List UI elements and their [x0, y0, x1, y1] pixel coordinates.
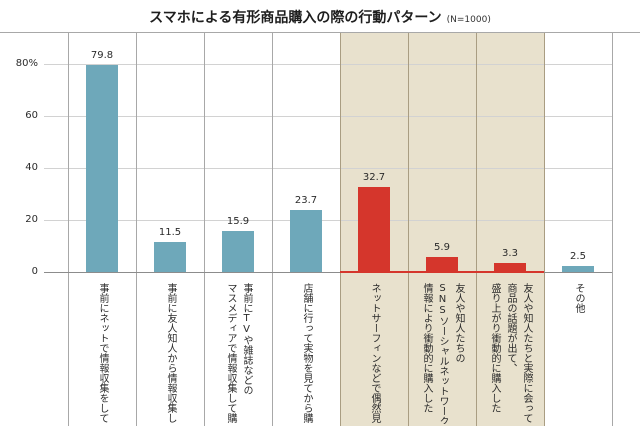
y-tick-label: 20: [25, 214, 38, 225]
column-divider: [340, 32, 341, 426]
sample-size-note: (N=1000): [446, 15, 491, 25]
category-label-3: 事前にTVや雑誌などの マスメディアで情報収集して購: [222, 283, 254, 424]
category-label-1: 事前にネットで情報収集をして: [94, 283, 110, 424]
category-label-5: ネットサーフィンなどで偶然見: [366, 283, 382, 424]
gridline: [44, 64, 612, 65]
value-label-3: 15.9: [226, 216, 250, 227]
category-label-7: 友人や知人たちと実際に会って 商品の話題が出て、 盛り上がり衝動的に購入した: [486, 283, 534, 424]
column-divider: [408, 32, 409, 426]
column-divider: [136, 32, 137, 426]
baseline-highlight: [340, 271, 544, 273]
column-divider: [204, 32, 205, 426]
highlight-band: [408, 32, 476, 426]
y-tick-label: 40: [25, 162, 38, 173]
bar-5: [358, 186, 390, 272]
category-label-line: 盛り上がり衝動的に購入した: [489, 283, 500, 413]
value-label-8: 2.5: [570, 251, 586, 262]
category-label-line: 事前にネットで情報収集をして: [97, 283, 108, 423]
value-label-4: 23.7: [294, 195, 318, 206]
bar-7: [494, 263, 526, 272]
value-label-2: 11.5: [158, 227, 182, 238]
column-divider: [476, 32, 477, 426]
highlight-band: [476, 32, 544, 426]
category-label-line: ネットサーフィンなどで偶然見: [369, 283, 380, 423]
y-tick-label: 80%: [15, 58, 38, 69]
category-label-8: その他: [570, 283, 586, 424]
bar-4: [290, 210, 322, 272]
category-label-line: 友人や知人たちの: [453, 283, 464, 363]
category-label-line: 店舗に行って実物を見てから購: [301, 283, 312, 423]
chart-title-text: スマホによる有形商品購入の際の行動パターン: [149, 10, 442, 26]
category-label-line: その他: [573, 283, 584, 313]
column-divider: [544, 32, 545, 426]
bar-8: [562, 265, 594, 272]
gridline: [44, 168, 612, 169]
x-axis-baseline: [44, 272, 612, 273]
category-label-line: 事前にTVや雑誌などの: [241, 283, 252, 395]
category-label-line: 事前に友人知人から情報収集し: [165, 283, 176, 423]
value-label-1: 79.8: [90, 50, 114, 61]
category-label-6: 友人や知人たちの SNSソーシャルネットワーク 情報により衝動的に購入した: [418, 283, 466, 424]
category-label-line: 情報により衝動的に購入した: [421, 283, 432, 413]
category-label-line: 商品の話題が出て、: [505, 283, 516, 373]
category-label-4: 店舗に行って実物を見てから購: [298, 283, 314, 424]
category-label-2: 事前に友人知人から情報収集し: [162, 283, 178, 424]
gridline: [44, 220, 612, 221]
y-tick-label: 60: [25, 110, 38, 121]
column-divider: [612, 32, 613, 426]
y-tick-label: 0: [31, 266, 38, 277]
bar-3: [222, 230, 254, 272]
column-divider: [68, 32, 69, 426]
category-label-line: マスメディアで情報収集して購: [225, 283, 236, 423]
column-divider: [272, 32, 273, 426]
category-label-line: SNSソーシャルネットワーク: [437, 283, 448, 424]
plot-top-border: [0, 32, 640, 33]
value-label-6: 5.9: [434, 242, 450, 253]
bar-1: [86, 64, 118, 272]
bar-2: [154, 242, 186, 272]
category-label-line: 友人や知人たちと実際に会って: [521, 283, 532, 423]
value-label-5: 32.7: [362, 172, 386, 183]
value-label-7: 3.3: [502, 248, 518, 259]
chart-title: スマホによる有形商品購入の際の行動パターン (N=1000): [0, 8, 640, 28]
gridline: [44, 116, 612, 117]
bar-6: [426, 256, 458, 272]
